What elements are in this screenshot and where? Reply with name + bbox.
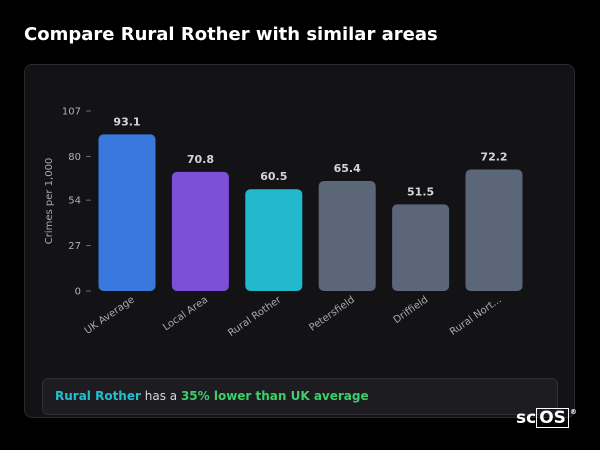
scos-logo: sc OS ®: [516, 408, 577, 428]
y-axis-label: Crimes per 1,000: [44, 158, 55, 245]
logo-boxed: OS: [536, 408, 569, 428]
bar: [465, 169, 523, 291]
bar-value-label: 60.5: [260, 170, 287, 183]
x-tick-label: Local Area: [161, 294, 210, 333]
y-tick-label: 107: [62, 107, 81, 118]
x-tick-label: Rural Rother: [226, 294, 284, 339]
y-tick-label: 0: [75, 287, 81, 298]
chart-card: Crimes per 1,000 0 27 54 80 107 93.1 UK Average…: [24, 64, 575, 418]
x-tick-label: UK Average: [83, 294, 137, 336]
bar-value-label: 93.1: [113, 115, 140, 128]
bar: [392, 204, 450, 291]
summary-area: Rural Rother: [55, 389, 141, 403]
bar-value-label: 65.4: [334, 162, 361, 175]
logo-prefix: sc: [516, 408, 537, 428]
bar: [98, 134, 156, 291]
bar-value-label: 70.8: [187, 153, 214, 166]
bar-value-label: 72.2: [480, 151, 507, 164]
summary-middle: has a: [140, 389, 181, 403]
x-tick-label: Driffield: [392, 294, 431, 326]
x-tick-label: Petersfield: [307, 294, 357, 333]
page-title: Compare Rural Rother with similar areas: [24, 24, 438, 45]
bar-value-label: 51.5: [407, 185, 434, 198]
summary-box: Rural Rother has a 35% lower than UK ave…: [42, 378, 558, 415]
summary-difference: 35% lower than UK average: [180, 389, 369, 403]
bar: [245, 189, 303, 291]
bar-chart: Crimes per 1,000 0 27 54 80 107 93.1 UK Average…: [44, 107, 523, 339]
bar: [171, 171, 229, 291]
y-tick-label: 54: [68, 196, 81, 207]
x-tick-label: Rural Nort...: [448, 294, 504, 338]
logo-registered-mark: ®: [569, 408, 577, 416]
y-tick-label: 27: [68, 241, 81, 252]
y-tick-label: 80: [68, 152, 81, 163]
bar: [318, 180, 376, 291]
